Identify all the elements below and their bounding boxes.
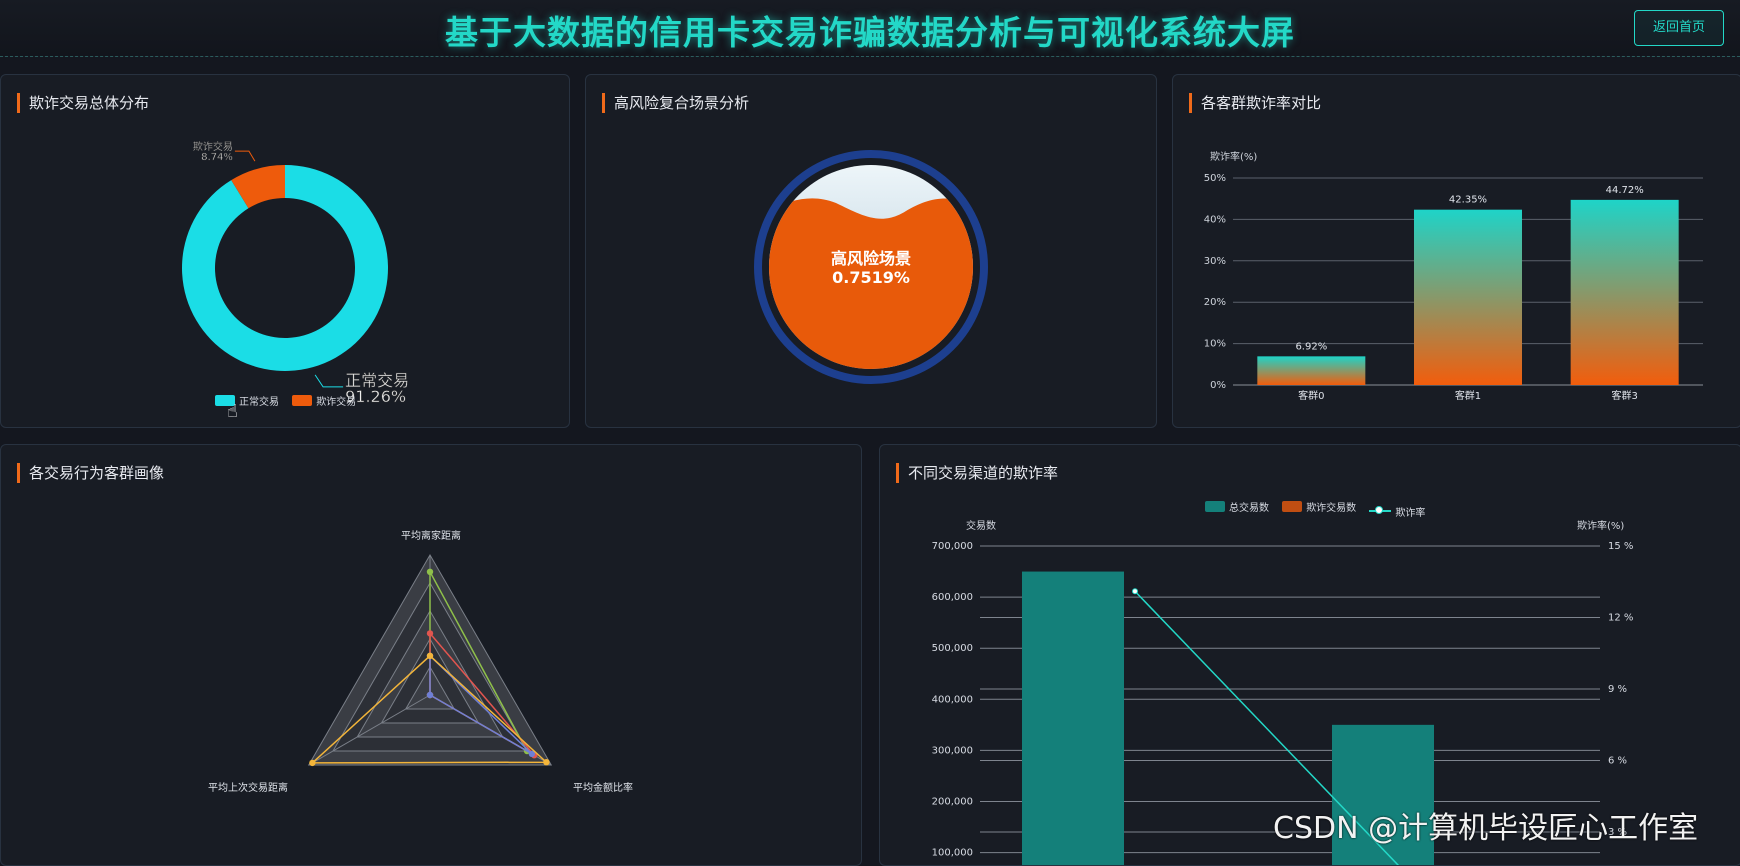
- page-title: 基于大数据的信用卡交易诈骗数据分析与可视化系统大屏: [445, 13, 1295, 52]
- left-tick-label: 400,000: [932, 694, 973, 705]
- bar-value-label: 6.92%: [1295, 341, 1327, 352]
- back-home-button[interactable]: 返回首页: [1634, 10, 1724, 46]
- y-tick-label: 30%: [1204, 256, 1226, 267]
- radar-indicator-label: 平均金额比率: [573, 781, 633, 794]
- radar-point: [543, 759, 550, 766]
- y-tick-label: 20%: [1204, 297, 1226, 308]
- radar-chart: 平均离家距离 平均金额比率 平均上次交易距离: [208, 529, 633, 794]
- left-axis-label: 交易数: [966, 519, 996, 532]
- y-tick-label: 50%: [1204, 173, 1226, 184]
- liquid-label: 高风险场景: [831, 249, 911, 268]
- x-tick-label: 客群3: [1611, 389, 1637, 402]
- liquid-wave: [769, 198, 973, 369]
- cluster-radar-panel: 各交易行为客群画像 平均离家距离 平均金额比率 平均上次交易距离: [0, 444, 862, 866]
- radar-point: [309, 759, 316, 767]
- donut-legend: 正常交易 欺诈交易: [215, 393, 366, 409]
- radar-point: [426, 568, 434, 575]
- watermark-text: CSDN @计算机毕设匠心工作室: [1273, 811, 1699, 846]
- legend-item[interactable]: 欺诈交易数: [1282, 499, 1356, 514]
- hand-cursor-icon: ☝: [227, 401, 238, 422]
- donut-slice: [231, 165, 285, 209]
- liquid-outer-ring: [754, 150, 988, 384]
- legend-item[interactable]: 欺诈率: [1369, 504, 1425, 519]
- panel-title: 各交易行为客群画像: [17, 463, 164, 483]
- bar-value-label: 44.72%: [1606, 185, 1644, 196]
- radar-point: [426, 630, 434, 637]
- bar: [1570, 199, 1679, 385]
- panel-title: 高风险复合场景分析: [602, 93, 749, 113]
- channel-legend: 总交易数 欺诈交易数 欺诈率: [1205, 499, 1435, 519]
- donut-label-line: [314, 374, 344, 388]
- left-tick-label: 500,000: [932, 643, 973, 654]
- bar: [1414, 209, 1522, 385]
- left-tick-label: 700,000: [932, 541, 973, 552]
- channel-fraud-panel: 不同交易渠道的欺诈率 总交易数 欺诈交易数 欺诈率 交易数 欺诈率(%) 700…: [879, 444, 1740, 866]
- radar-indicator-label: 平均上次交易距离: [208, 781, 288, 794]
- right-tick-label: 6 %: [1608, 756, 1627, 767]
- donut-slice-label: 欺诈交易: [193, 140, 233, 153]
- liquid-value: 0.7519%: [832, 268, 910, 287]
- right-tick-label: 3 %: [1608, 827, 1627, 838]
- x-tick-label: 客群1: [1455, 389, 1481, 402]
- donut-slice-value: 8.74%: [201, 152, 233, 163]
- left-tick-label: 100,000: [932, 848, 973, 859]
- radar-point: [528, 750, 536, 757]
- bar: [1257, 356, 1366, 385]
- legend-item[interactable]: 正常交易: [215, 393, 279, 408]
- radar-series-line: [310, 654, 549, 764]
- donut-label-line: [234, 150, 256, 162]
- left-tick-label: 200,000: [932, 797, 973, 808]
- radar-axis-line: [308, 694, 431, 766]
- donut-slice-value: 91.26%: [345, 387, 406, 406]
- cluster-bar-chart: 欺诈率(%) 0% 10% 20% 30% 40% 50% 6.92% 客群0 42.35% 客群…: [1204, 150, 1703, 402]
- panel-title: 欺诈交易总体分布: [17, 93, 149, 113]
- left-tick-label: 300,000: [932, 745, 973, 756]
- donut-slice: [182, 165, 388, 371]
- channel-combo-chart: 交易数 欺诈率(%) 700,000 600,000 500,000 400,000 3…: [932, 519, 1633, 865]
- y-tick-label: 10%: [1204, 339, 1226, 350]
- right-tick-label: 9 %: [1608, 684, 1627, 695]
- radar-point: [426, 691, 434, 699]
- right-tick-label: 15 %: [1608, 541, 1633, 552]
- bar: [1332, 724, 1434, 865]
- legend-item[interactable]: 总交易数: [1205, 499, 1269, 514]
- radar-indicator-label: 平均离家距离: [401, 529, 461, 542]
- bar-value-label: 42.35%: [1449, 195, 1487, 206]
- rate-point: [1132, 588, 1138, 595]
- y-tick-label: 0%: [1210, 380, 1226, 391]
- right-tick-label: 12 %: [1608, 613, 1633, 624]
- cluster-fraud-rate-panel: 各客群欺诈率对比 欺诈率(%) 0% 10% 20% 30% 40% 50% 6.92% 客群…: [1172, 74, 1740, 428]
- fraud-distribution-panel: 欺诈交易总体分布 正常交易 91.26% 欺诈交易 8.74% 正常交易 欺诈交易 ☝: [0, 74, 570, 428]
- donut-slice-label: 正常交易: [345, 371, 409, 390]
- liquid-fill-chart: 高风险场景 0.7519%: [754, 150, 988, 384]
- high-risk-panel: 高风险复合场景分析 高风险场景 0.7519%: [585, 74, 1157, 428]
- rate-line: [1134, 590, 1400, 865]
- radar-series-line: [429, 654, 533, 755]
- top-bar: 基于大数据的信用卡交易诈骗数据分析与可视化系统大屏 返回首页: [0, 0, 1740, 57]
- bar: [1022, 571, 1124, 865]
- panel-title: 各客群欺诈率对比: [1189, 93, 1321, 113]
- y-tick-label: 40%: [1204, 214, 1226, 225]
- left-tick-label: 600,000: [932, 592, 973, 603]
- y-axis-label: 欺诈率(%): [1210, 150, 1257, 163]
- radar-point: [426, 652, 434, 659]
- right-axis-label: 欺诈率(%): [1577, 519, 1624, 532]
- panel-title: 不同交易渠道的欺诈率: [896, 463, 1058, 483]
- legend-item[interactable]: 欺诈交易: [292, 393, 356, 408]
- x-tick-label: 客群0: [1298, 389, 1324, 402]
